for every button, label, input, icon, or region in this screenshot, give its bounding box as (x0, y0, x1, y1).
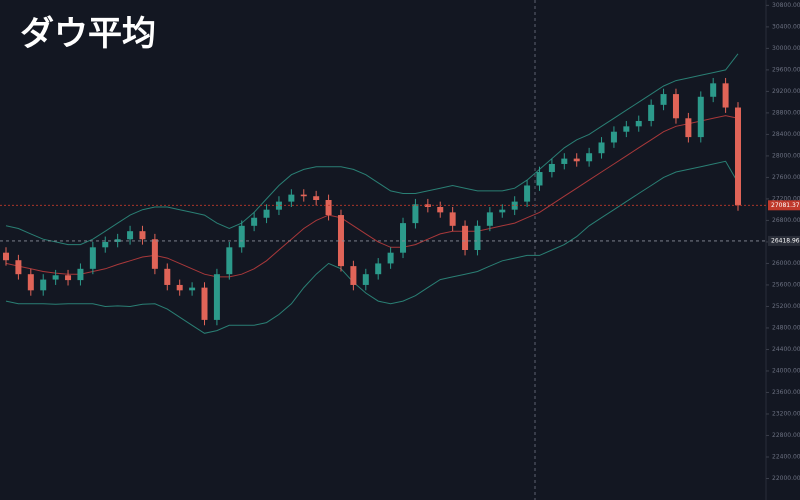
candle-body (189, 287, 196, 291)
candle-body (375, 263, 382, 275)
candle-body (251, 217, 258, 226)
band-lower (5, 160, 739, 334)
candle-body (648, 104, 655, 121)
candle-body (573, 158, 580, 162)
candle-body (672, 94, 679, 119)
candle-body (77, 268, 84, 281)
candle-body (40, 279, 47, 291)
candle-body (164, 268, 171, 285)
candle-body (722, 83, 729, 108)
candle-body (486, 212, 493, 226)
y-tick-label: 28800.00 (772, 109, 800, 116)
y-tick-label: 29200.00 (772, 88, 800, 95)
candle-body (15, 260, 22, 275)
candle-body (300, 194, 307, 197)
candle-body (474, 225, 481, 250)
y-tick-label: 22800.00 (772, 432, 800, 439)
y-tick-label: 28400.00 (772, 131, 800, 138)
candle-body (660, 94, 667, 105)
y-tick-label: 27200.00 (772, 195, 800, 202)
candle-body (697, 96, 704, 138)
y-tick-label: 27600.00 (772, 174, 800, 181)
candle-body (424, 204, 431, 207)
candle-body (226, 247, 233, 275)
candle-body (288, 194, 295, 202)
candle-body (213, 274, 220, 320)
last-price-label: 27081.37 (771, 202, 800, 209)
y-tick-label: 22400.00 (772, 453, 800, 460)
crosshair-tag (768, 235, 800, 246)
band-middle (5, 115, 739, 278)
candle-body (524, 185, 531, 202)
candle-body (52, 275, 59, 280)
candle-body (89, 247, 96, 269)
candle-body (114, 239, 121, 242)
candle-body (735, 107, 741, 206)
chart-title: ダウ平均 (20, 14, 156, 54)
candle-body (238, 225, 245, 248)
y-tick-label: 26800.00 (772, 217, 800, 224)
y-tick-label: 24400.00 (772, 346, 800, 353)
candle-body (561, 158, 568, 164)
y-tick-label: 22000.00 (772, 475, 800, 482)
candle-body (27, 274, 34, 291)
y-tick-label: 24800.00 (772, 324, 800, 331)
y-tick-label: 29600.00 (772, 66, 800, 73)
candle-body (151, 239, 158, 269)
candle-body (635, 120, 642, 127)
candle-body (623, 126, 630, 132)
candle-body (387, 252, 394, 264)
candle-body (102, 241, 109, 248)
y-tick-label: 23600.00 (772, 389, 800, 396)
candle-body (127, 231, 134, 240)
candle-body (176, 284, 183, 291)
y-tick-label: 25200.00 (772, 303, 800, 310)
band-upper (5, 53, 739, 246)
candle-body (437, 206, 444, 213)
candle-body (3, 252, 9, 261)
candle-body (548, 163, 555, 173)
candle-body (412, 204, 419, 224)
candle-body (139, 231, 146, 240)
candle-body (337, 215, 344, 267)
y-tick-label: 25600.00 (772, 281, 800, 288)
candle-body (201, 287, 208, 320)
y-tick-label: 30400.00 (772, 23, 800, 30)
candle-body (362, 274, 369, 285)
candle-body (449, 212, 456, 226)
y-tick-label: 30800.00 (772, 2, 800, 9)
candle-body (350, 266, 357, 285)
candle-body (536, 172, 543, 186)
candle-body (462, 225, 469, 250)
candle-body (65, 275, 72, 281)
candle-body (275, 201, 282, 210)
y-tick-label: 24000.00 (772, 367, 800, 374)
candle-body (263, 209, 270, 218)
candle-body (499, 209, 506, 213)
candle-body (710, 83, 717, 97)
y-tick-label: 30000.00 (772, 45, 800, 52)
candle-body (325, 200, 332, 216)
y-tick-label: 28000.00 (772, 152, 800, 159)
y-tick-label: 23200.00 (772, 410, 800, 417)
candle-body (610, 131, 617, 143)
crosshair-label: 26418.96 (771, 237, 800, 244)
y-tick-label: 26000.00 (772, 260, 800, 267)
candle-body (586, 153, 593, 162)
candle-body (598, 142, 605, 154)
candle-body (685, 118, 692, 138)
candle-body (313, 196, 320, 200)
candle-body (511, 201, 518, 210)
last-price-tag (768, 200, 800, 211)
candle-body (400, 223, 407, 253)
